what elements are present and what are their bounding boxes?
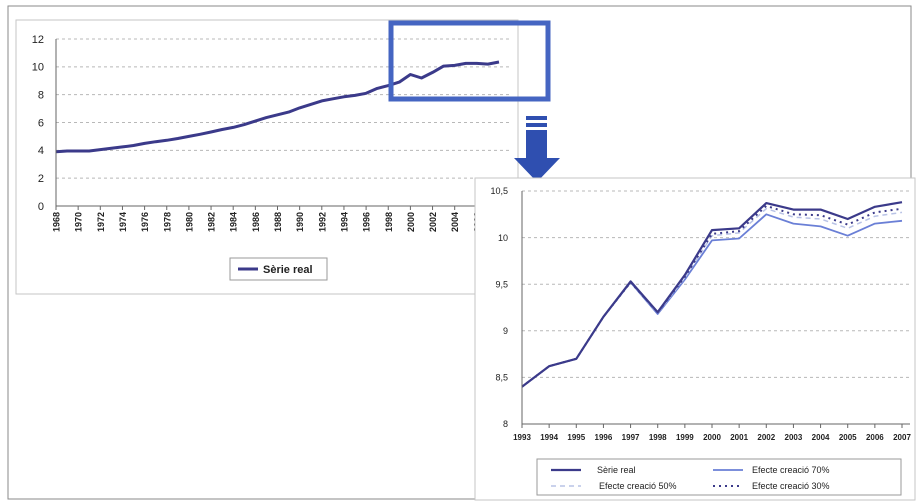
chart2-line-serie-real xyxy=(521,201,903,388)
chart2-gridlines xyxy=(522,190,910,378)
chart2-axes xyxy=(521,191,910,428)
chart1-x-tick-label: 1982 xyxy=(207,212,217,232)
chart2-legend-label-efecte-70: Efecte creació 70% xyxy=(752,465,830,475)
chart1-x-tick-label: 1994 xyxy=(339,212,349,232)
chart1-line-serie-real xyxy=(55,60,500,154)
chart1-x-tick-label: 1972 xyxy=(96,212,106,232)
chart1-y-tick-labels: 0 2 4 6 8 10 12 xyxy=(32,34,44,213)
chart1-x-tick-label: 1992 xyxy=(317,212,327,232)
zoom-arrow-icon xyxy=(514,116,560,182)
chart2-x-tick-label: 2006 xyxy=(866,433,884,442)
chart1-legend: Sèrie real xyxy=(229,257,328,281)
chart1-x-tick-label: 1980 xyxy=(184,212,194,232)
arrow-bar-2 xyxy=(526,123,547,127)
chart2-legend: Sèrie real Efecte creació 70% Efecte cre… xyxy=(536,458,902,496)
chart1-y-tick-label: 8 xyxy=(38,90,44,102)
chart1-x-tick-label: 1996 xyxy=(362,212,372,232)
chart2-y-tick-label: 9,5 xyxy=(495,279,508,289)
chart1-x-tick-label: 1976 xyxy=(140,212,150,232)
chart2-y-tick-label: 10,5 xyxy=(490,186,508,196)
chart1-x-tick-label: 1998 xyxy=(384,212,394,232)
chart1-gridlines xyxy=(56,38,512,179)
chart2-x-tick-label: 1996 xyxy=(595,433,613,442)
chart2-y-tick-labels: 8 8,5 9 9,5 10 10,5 xyxy=(490,186,508,429)
chart2-x-tick-label: 1999 xyxy=(676,433,694,442)
chart2-x-tick-label: 2002 xyxy=(757,433,775,442)
chart2-x-tick-label: 2003 xyxy=(785,433,803,442)
chart2-border xyxy=(474,177,916,501)
chart2-x-tick-labels: 1993 1994 1995 1996 1997 1998 1999 2000 2001 2002… xyxy=(513,433,911,442)
chart2-series xyxy=(521,201,903,388)
chart2-legend-label-serie-real: Sèrie real xyxy=(597,465,636,475)
chart1-y-tick-label: 6 xyxy=(38,117,44,129)
chart1-y-tick-label: 10 xyxy=(32,62,44,74)
chart1-x-tick-label: 1970 xyxy=(74,212,84,232)
chart1-x-tick-label: 1978 xyxy=(162,212,172,232)
arrow-head xyxy=(514,158,560,182)
chart1-x-tick-label: 1974 xyxy=(118,212,128,232)
chart1-x-tick-label: 1988 xyxy=(273,212,283,232)
chart1-x-tick-label: 2004 xyxy=(450,212,460,232)
chart1-x-tick-label: 2002 xyxy=(428,212,438,232)
chart2-y-tick-label: 10 xyxy=(498,233,508,243)
chart1-axes xyxy=(55,39,512,210)
chart1-x-tick-labels: 1968 1970 1972 1974 1976 1978 1980 1982 1984 1986… xyxy=(52,212,483,232)
chart1-y-tick-label: 4 xyxy=(38,145,44,157)
chart2-x-tick-label: 1993 xyxy=(513,433,531,442)
chart1-x-tick-label: 1968 xyxy=(52,212,62,232)
chart1-series xyxy=(55,60,500,154)
arrow-shaft xyxy=(526,130,547,160)
arrow-bar-1 xyxy=(526,116,547,120)
chart2-x-tick-label: 2000 xyxy=(703,433,721,442)
chart1-legend-box xyxy=(229,257,328,281)
chart2-x-tick-label: 2001 xyxy=(730,433,748,442)
chart2-y-tick-label: 9 xyxy=(503,326,508,336)
chart2-x-tick-label: 1994 xyxy=(540,433,558,442)
highlight-box xyxy=(388,20,551,102)
chart1-border xyxy=(15,19,519,295)
chart2-y-tick-label: 8 xyxy=(503,419,508,429)
chart1-x-tick-label: 1984 xyxy=(229,212,239,232)
chart1-y-tick-label: 0 xyxy=(38,201,44,213)
chart2-y-tick-label: 8,5 xyxy=(495,373,508,383)
chart1-x-tick-label: 2000 xyxy=(406,212,416,232)
chart2-x-tick-label: 2004 xyxy=(812,433,830,442)
chart1-x-tick-label: 1990 xyxy=(295,212,305,232)
chart2-x-tick-label: 2005 xyxy=(839,433,857,442)
chart1-legend-label-serie-real: Sèrie real xyxy=(263,264,313,276)
chart2-x-tick-label: 1997 xyxy=(622,433,640,442)
chart2-legend-box xyxy=(536,458,902,496)
chart2-x-tick-label: 1998 xyxy=(649,433,667,442)
chart1-y-tick-label: 12 xyxy=(32,34,44,46)
chart2-x-tick-label: 2007 xyxy=(893,433,911,442)
chart2-legend-label-efecte-50: Efecte creació 50% xyxy=(599,481,677,491)
chart1-x-tick-label: 1986 xyxy=(251,212,261,232)
chart2-legend-label-efecte-30: Efecte creació 30% xyxy=(752,481,830,491)
chart2-x-tick-label: 1995 xyxy=(567,433,585,442)
chart1-y-tick-label: 2 xyxy=(38,173,44,185)
chart2-line-efecte-creacio-50 xyxy=(521,207,903,388)
